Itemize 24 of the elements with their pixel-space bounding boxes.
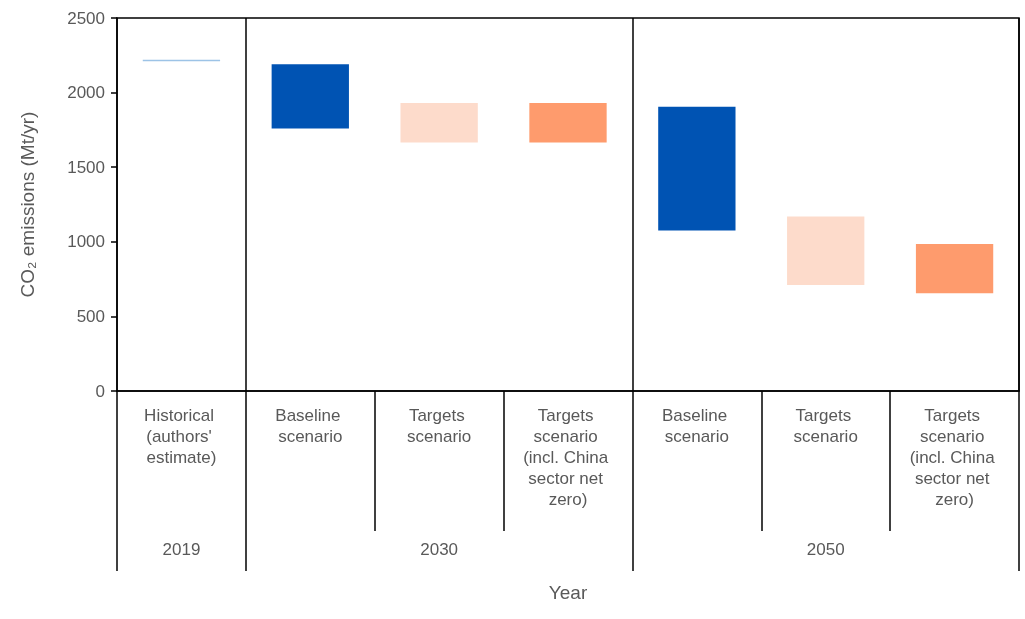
y-tick-label: 1000 xyxy=(67,232,105,252)
x-tick-label: Historical (authors' estimate) xyxy=(144,406,219,467)
bar xyxy=(787,216,865,286)
y-tick-label: 0 xyxy=(95,381,105,401)
x-tick-label: Targets scenario (incl. China sector net zero) xyxy=(909,406,1000,509)
x-tick-label: Targets scenario (incl. China sector net zero) xyxy=(523,406,613,509)
text: 2050 xyxy=(806,540,845,559)
y-axis-title: CO₂ emissions (Mt/yr) xyxy=(17,111,38,298)
x-tick-label: Targets scenario xyxy=(793,406,858,446)
y-tick-label: 2500 xyxy=(67,8,105,28)
text: 2030 xyxy=(420,540,459,559)
y-tick-label: 2000 xyxy=(67,83,105,103)
bar xyxy=(271,64,349,129)
y-tick-label: 1500 xyxy=(67,157,105,177)
x-tick-label: Baseline scenario xyxy=(661,406,732,446)
bar xyxy=(658,106,736,231)
text: 2019 xyxy=(162,540,201,559)
bar xyxy=(400,103,478,143)
x-tick-label: Targets scenario xyxy=(407,406,472,446)
x-axis-title: Year xyxy=(548,582,588,603)
bar xyxy=(915,244,994,294)
bar xyxy=(529,103,607,143)
y-tick-label: 500 xyxy=(76,306,105,326)
x-tick-label: Baseline scenario xyxy=(275,406,346,446)
